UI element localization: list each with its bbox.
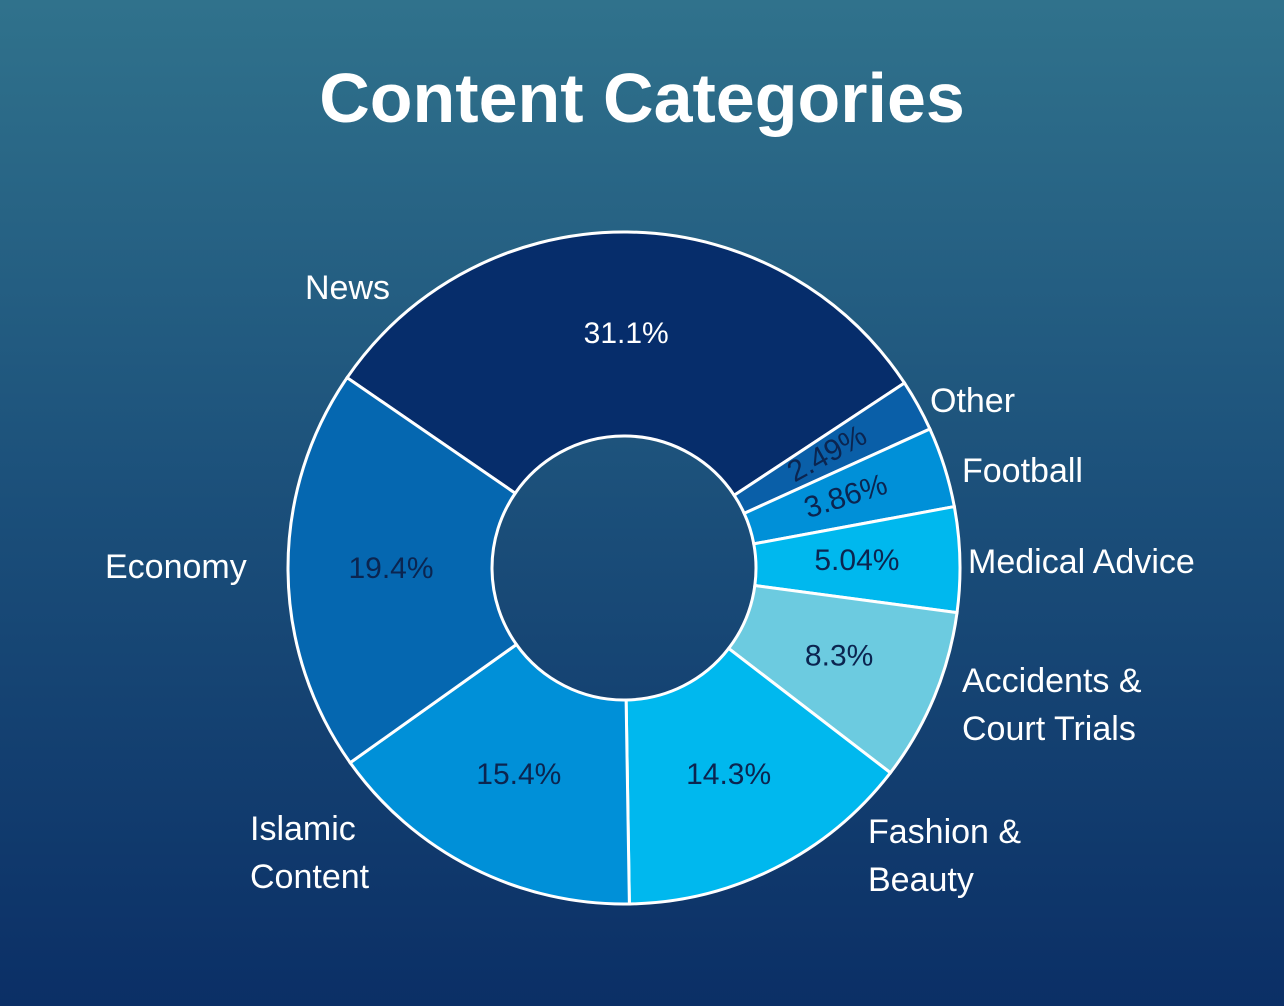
slice [345,230,907,498]
category-label: Fashion & Beauty [868,813,1022,899]
value-label: 15.4% [476,758,561,791]
category-label: Economy [105,548,247,586]
category-label: Other [930,382,1016,420]
category-label: News [305,269,391,307]
value-label: 14.3% [686,758,771,791]
category-label: Islamic Content [250,810,370,896]
slice [348,642,631,906]
value-label: 31.1% [584,317,669,350]
category-label: Football [962,452,1083,490]
value-label: 5.04% [814,544,899,577]
slice [624,646,893,906]
category-label: Medical Advice [968,543,1195,581]
slice [286,375,519,765]
value-label: 19.4% [348,552,433,585]
chart-title: Content Categories [319,59,965,137]
value-label: 8.3% [805,639,873,672]
category-label: Accidents & Court Trials [962,662,1142,748]
